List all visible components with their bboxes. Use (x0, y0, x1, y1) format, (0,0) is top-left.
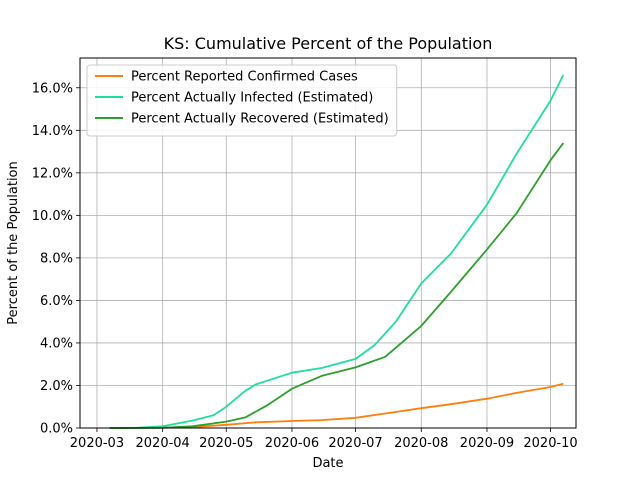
x-tick-label: 2020-03 (70, 436, 124, 451)
series-line-3 (109, 142, 565, 429)
x-tick-label: 2020-10 (523, 436, 577, 451)
y-tick-label: 16.0% (32, 81, 73, 96)
x-tick-label: 2020-08 (394, 436, 448, 451)
x-tick-label: 2020-06 (265, 436, 319, 451)
series-line-2 (109, 74, 565, 429)
x-tick-label: 2020-05 (199, 436, 253, 451)
y-tick-label: 14.0% (32, 124, 73, 139)
series-lines (109, 74, 565, 429)
x-tick-label: 2020-07 (328, 436, 382, 451)
y-tick-label: 12.0% (32, 166, 73, 181)
x-tick-label: 2020-04 (136, 436, 190, 451)
y-tick-label: 10.0% (32, 209, 73, 224)
y-tick-label: 6.0% (40, 294, 73, 309)
legend-box (86, 64, 398, 137)
y-tick-label: 8.0% (40, 251, 73, 266)
y-tick-label: 2.0% (40, 379, 73, 394)
series-line-1 (109, 382, 564, 429)
y-axis-ticks: 0.0% 2.0% 4.0% 6.0% 8.0% 10.0% 12.0% 14.0% 16.0% (32, 81, 80, 437)
x-tick-label: 2020-09 (460, 436, 514, 451)
plot-frame (79, 57, 577, 429)
legend: Percent Reported Confirmed Cases Percent … (86, 64, 398, 137)
x-axis-ticks: 2020-03 2020-04 2020-05 2020-06 2020-07 2020-… (70, 428, 578, 451)
y-tick-label: 0.0% (40, 422, 73, 437)
legend-label: Percent Reported Confirmed Cases (131, 70, 358, 85)
legend-label: Percent Actually Infected (Estimated) (131, 91, 373, 106)
chart-title: KS: Cumulative Percent of the Population (164, 34, 493, 53)
x-axis-label: Date (312, 456, 343, 471)
y-tick-label: 4.0% (40, 336, 73, 351)
y-axis-label: Percent of the Population (6, 161, 21, 324)
legend-label: Percent Actually Recovered (Estimated) (131, 112, 389, 127)
